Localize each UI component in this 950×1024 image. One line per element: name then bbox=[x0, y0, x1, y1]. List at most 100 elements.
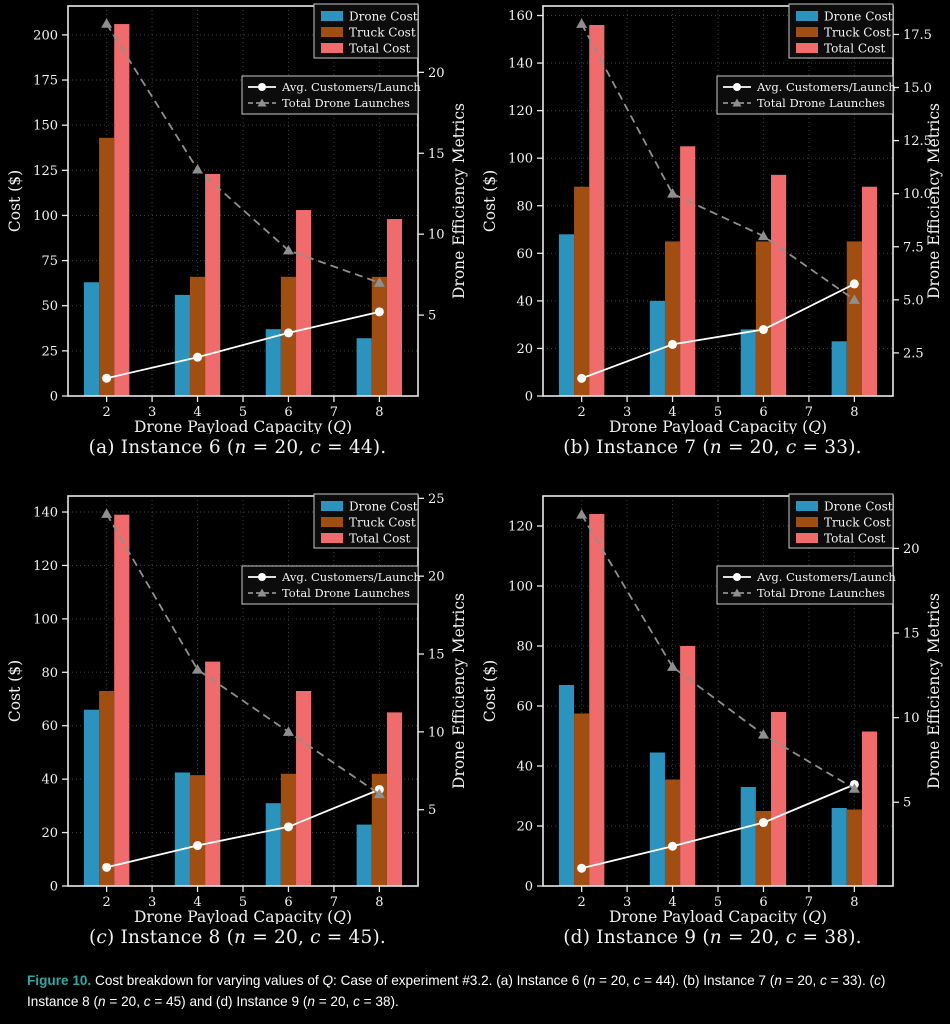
svg-text:15: 15 bbox=[428, 147, 445, 162]
y-axis-label-left: Cost ($) bbox=[481, 170, 499, 232]
svg-text:40: 40 bbox=[516, 294, 533, 309]
subplot-a-caption: (a) Instance 6 (n = 20, c = 44). bbox=[88, 437, 387, 458]
svg-text:Drone Cost: Drone Cost bbox=[824, 500, 893, 514]
axis-ticks bbox=[62, 34, 424, 402]
legend-swatch-drone-cost bbox=[796, 501, 818, 511]
legend-swatch-total-cost bbox=[796, 533, 818, 543]
svg-text:5: 5 bbox=[714, 895, 722, 910]
bars-drone-cost bbox=[83, 709, 372, 886]
svg-text:6: 6 bbox=[759, 405, 767, 420]
svg-text:4: 4 bbox=[193, 405, 201, 420]
svg-text:5: 5 bbox=[239, 895, 247, 910]
svg-text:Truck Cost: Truck Cost bbox=[824, 516, 891, 530]
bars-total-cost bbox=[114, 24, 403, 397]
svg-text:10: 10 bbox=[428, 228, 445, 243]
svg-text:15: 15 bbox=[903, 627, 920, 642]
svg-text:120: 120 bbox=[508, 104, 533, 119]
bars-total-cost bbox=[589, 25, 878, 397]
legend-costs: Drone Cost Truck Cost Total Cost bbox=[313, 493, 419, 549]
svg-text:Total Cost: Total Cost bbox=[349, 532, 410, 546]
svg-text:8: 8 bbox=[850, 895, 858, 910]
chart-instance-8: 0 20 40 60 80 100 120 140 5 10 15 20 25 2 3 4 5 6 7 8 Drone … bbox=[6, 492, 468, 924]
svg-text:12.5: 12.5 bbox=[903, 134, 932, 149]
line-total-drone-launches bbox=[576, 509, 860, 793]
svg-text:60: 60 bbox=[41, 719, 58, 734]
y-axis-label-right: Drone Efficiency Metrics bbox=[925, 593, 943, 789]
charts-grid: 0 25 50 75 100 125 150 175 200 5 10 15 20 2 3 4 5 6 7 8 Dron… bbox=[6, 3, 950, 954]
svg-text:Total Cost: Total Cost bbox=[349, 42, 410, 56]
svg-text:3: 3 bbox=[623, 895, 631, 910]
legend-swatch-truck-cost bbox=[796, 27, 818, 37]
legend-swatch-drone-cost bbox=[321, 501, 343, 511]
svg-text:100: 100 bbox=[33, 209, 58, 224]
svg-text:8: 8 bbox=[850, 405, 858, 420]
chart-instance-9: 0 20 40 60 80 100 120 5 10 15 20 2 3 4 5 6 7 8 Drone Paylo… bbox=[481, 493, 943, 924]
y-axis-label-left: Cost ($) bbox=[481, 660, 499, 722]
svg-text:40: 40 bbox=[516, 760, 533, 775]
svg-text:17.5: 17.5 bbox=[903, 28, 932, 43]
svg-text:7.5: 7.5 bbox=[903, 240, 924, 255]
legend-costs: Drone Cost Truck Cost Total Cost bbox=[313, 3, 419, 59]
line-total-drone-launches bbox=[576, 18, 860, 304]
svg-text:100: 100 bbox=[508, 580, 533, 595]
svg-text:6: 6 bbox=[759, 895, 767, 910]
svg-text:50: 50 bbox=[41, 299, 58, 314]
svg-text:0: 0 bbox=[525, 880, 533, 895]
svg-text:100: 100 bbox=[508, 152, 533, 167]
svg-text:Truck Cost: Truck Cost bbox=[824, 26, 891, 40]
svg-text:2: 2 bbox=[577, 405, 585, 420]
svg-text:5: 5 bbox=[428, 309, 436, 324]
svg-text:2: 2 bbox=[102, 405, 110, 420]
svg-text:100: 100 bbox=[33, 612, 58, 627]
legend-efficiency: Avg. Customers/Launch Total Drone Launche… bbox=[716, 565, 896, 605]
svg-text:Avg. Customers/Launch: Avg. Customers/Launch bbox=[756, 570, 896, 584]
legend-swatch-drone-cost bbox=[796, 11, 818, 21]
y-axis-label-right: Drone Efficiency Metrics bbox=[450, 593, 468, 789]
line-total-drone-launches bbox=[101, 18, 385, 287]
svg-text:Total Drone Launches: Total Drone Launches bbox=[757, 96, 885, 110]
svg-text:0: 0 bbox=[50, 880, 58, 895]
svg-text:0: 0 bbox=[50, 390, 58, 405]
svg-text:10: 10 bbox=[903, 711, 920, 726]
line-avg-customers-launch bbox=[577, 779, 859, 873]
figure-caption: Figure 10. Cost breakdown for varying va… bbox=[0, 954, 950, 1012]
subplot-c-caption: (c) Instance 8 (n = 20, c = 45). bbox=[88, 927, 386, 948]
axis-ticks bbox=[537, 525, 899, 892]
svg-text:Drone Cost: Drone Cost bbox=[349, 500, 418, 514]
tick-labels: 0 20 40 60 80 100 120 5 10 15 20 2 3 4 5 6 7 8 bbox=[508, 520, 919, 911]
svg-text:5: 5 bbox=[239, 405, 247, 420]
x-axis-label: Drone Payload Capacity (Q) bbox=[134, 908, 352, 924]
svg-text:6: 6 bbox=[284, 405, 292, 420]
legend-efficiency: Avg. Customers/Launch Total Drone Launche… bbox=[716, 75, 896, 115]
svg-text:5: 5 bbox=[903, 796, 911, 811]
svg-text:Total Cost: Total Cost bbox=[824, 532, 885, 546]
svg-text:25: 25 bbox=[41, 344, 58, 359]
x-axis-label: Drone Payload Capacity (Q) bbox=[134, 418, 352, 434]
svg-text:4: 4 bbox=[668, 405, 676, 420]
svg-text:8: 8 bbox=[375, 895, 383, 910]
legend-costs: Drone Cost Truck Cost Total Cost bbox=[788, 493, 894, 549]
legend-swatch-total-cost bbox=[321, 533, 343, 543]
svg-text:5.0: 5.0 bbox=[903, 293, 924, 308]
svg-text:Drone Cost: Drone Cost bbox=[824, 10, 893, 24]
legend-efficiency: Avg. Customers/Launch Total Drone Launche… bbox=[241, 565, 421, 605]
y-axis-label-right: Drone Efficiency Metrics bbox=[450, 103, 468, 299]
subplot-d: 0 20 40 60 80 100 120 5 10 15 20 2 3 4 5 6 7 8 Drone Paylo… bbox=[475, 464, 950, 954]
svg-text:15: 15 bbox=[428, 648, 445, 663]
svg-text:3: 3 bbox=[623, 405, 631, 420]
tick-labels: 0 20 40 60 80 100 120 140 160 2.5 5.0 7.5 10.0 12.5 15… bbox=[508, 9, 932, 420]
svg-text:Total Cost: Total Cost bbox=[824, 42, 885, 56]
svg-text:175: 175 bbox=[33, 74, 58, 89]
svg-text:7: 7 bbox=[330, 405, 338, 420]
svg-text:150: 150 bbox=[33, 119, 58, 134]
y-axis-label-right: Drone Efficiency Metrics bbox=[925, 103, 943, 299]
svg-text:7: 7 bbox=[330, 895, 338, 910]
chart-instance-7: 0 20 40 60 80 100 120 140 160 2.5 5.0 7.5 10.0 12.5 15… bbox=[481, 3, 943, 434]
svg-text:8: 8 bbox=[375, 405, 383, 420]
svg-text:10: 10 bbox=[428, 725, 445, 740]
svg-text:2: 2 bbox=[577, 895, 585, 910]
svg-text:120: 120 bbox=[508, 520, 533, 535]
legend-swatch-total-cost bbox=[321, 43, 343, 53]
subplot-d-caption: (d) Instance 9 (n = 20, c = 38). bbox=[563, 927, 862, 948]
legend-swatch-truck-cost bbox=[796, 517, 818, 527]
